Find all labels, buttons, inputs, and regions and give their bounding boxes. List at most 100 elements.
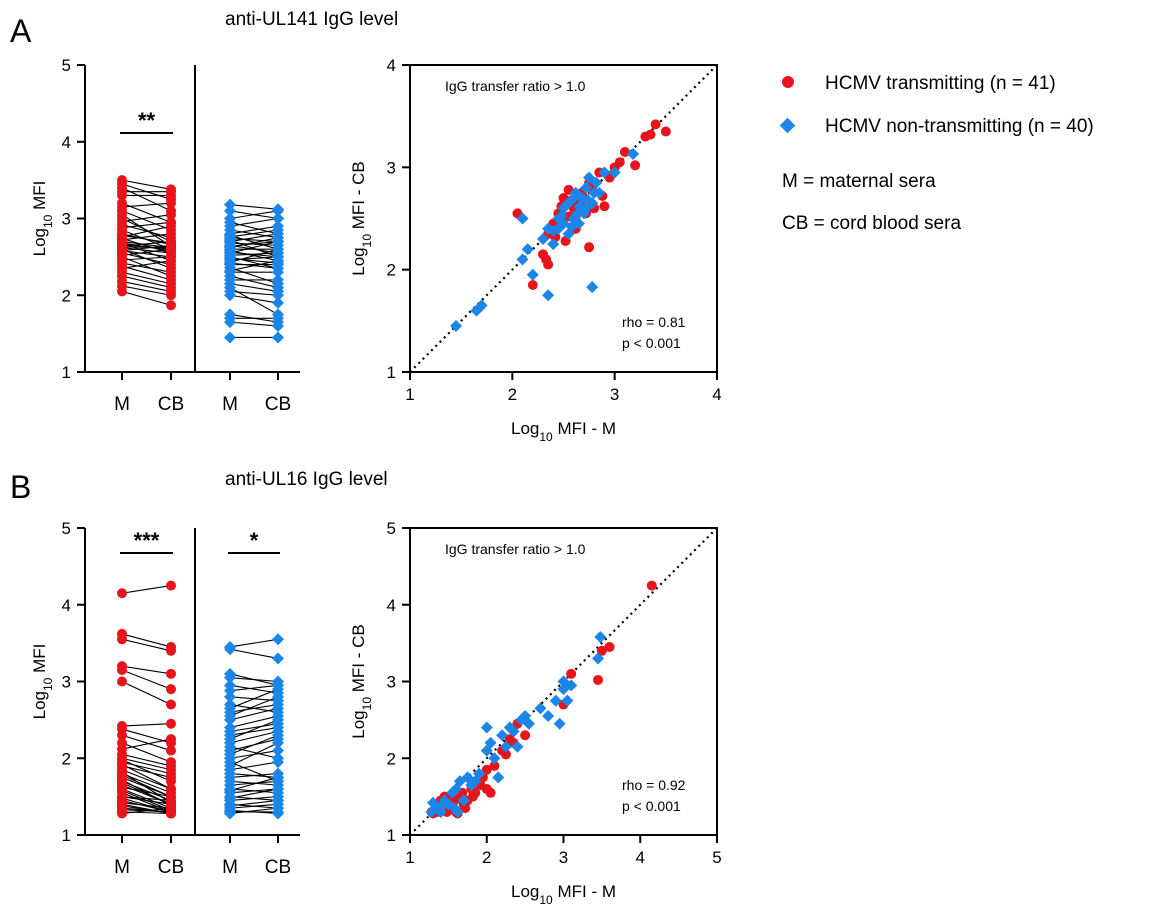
y-axis-label: Log10 MFI	[30, 181, 55, 257]
x-tick-label: 3	[610, 385, 619, 404]
pair-line	[121, 681, 172, 706]
pair-line	[229, 734, 279, 755]
data-point	[117, 634, 127, 645]
data-point	[515, 713, 528, 726]
data-point	[166, 734, 176, 745]
x-category-label: M	[114, 394, 130, 415]
pair-line	[229, 799, 279, 807]
pair-line	[121, 224, 172, 239]
data-point	[608, 166, 621, 179]
data-point	[481, 764, 492, 775]
x-tick-label: 1	[405, 385, 414, 404]
pair-line	[121, 809, 172, 813]
data-point	[117, 238, 127, 249]
data-point	[516, 253, 529, 266]
data-point	[526, 268, 539, 281]
data-point	[660, 126, 671, 137]
data-point	[271, 744, 285, 757]
pair-line	[229, 275, 279, 289]
data-point	[496, 729, 509, 742]
data-point	[166, 757, 176, 768]
data-point	[223, 748, 237, 761]
data-point	[627, 148, 640, 161]
y-tick-label: 5	[62, 56, 71, 75]
legend-label-transmitting: HCMV transmitting (n = 41)	[825, 73, 1056, 94]
data-point	[557, 217, 570, 230]
plot-frame	[409, 64, 718, 373]
significance-label: *	[250, 528, 259, 553]
data-point	[271, 633, 285, 646]
pair-line	[229, 217, 279, 227]
pair-line	[121, 250, 172, 258]
data-point	[467, 791, 478, 802]
y-tick-label: 1	[387, 826, 396, 845]
data-point	[507, 725, 520, 738]
data-point	[511, 740, 524, 753]
data-point	[223, 240, 237, 253]
data-point	[599, 201, 610, 212]
data-point	[271, 652, 285, 665]
data-point	[271, 203, 285, 216]
data-point	[166, 645, 176, 656]
pair-line	[121, 665, 172, 675]
pair-line	[121, 753, 172, 767]
pair-line	[121, 260, 172, 269]
pair-line	[121, 285, 172, 296]
data-point	[117, 754, 127, 765]
pair-line	[121, 214, 172, 247]
data-point	[223, 710, 237, 723]
pair-line	[121, 290, 172, 306]
pair-line	[229, 727, 279, 736]
x-tick-label: 3	[559, 848, 568, 867]
data-point	[223, 246, 237, 259]
pair-line	[229, 210, 279, 220]
y-tick-label: 2	[62, 749, 71, 768]
data-point	[223, 733, 237, 746]
pair-line	[229, 788, 279, 794]
data-point	[520, 730, 531, 741]
data-point	[571, 207, 584, 220]
data-point	[166, 668, 176, 679]
data-point	[271, 782, 285, 795]
pair-line	[229, 677, 279, 683]
pair-line	[121, 271, 172, 285]
data-point	[598, 166, 611, 179]
significance-label: ***	[134, 528, 160, 553]
data-point	[534, 702, 547, 715]
pair-line	[121, 805, 172, 815]
data-point	[480, 721, 493, 734]
data-point	[166, 205, 176, 216]
data-point	[271, 794, 285, 807]
pair-line	[121, 723, 172, 727]
pair-line	[121, 585, 172, 594]
data-point	[117, 730, 127, 741]
data-point	[117, 737, 127, 748]
pair-line	[229, 776, 279, 792]
pair-line	[229, 229, 279, 239]
data-point	[117, 777, 127, 788]
pair-line	[229, 773, 279, 778]
data-point	[543, 259, 554, 270]
pair-line	[121, 769, 172, 790]
data-point	[584, 242, 595, 253]
data-point	[542, 289, 555, 302]
y-tick-label: 5	[387, 519, 396, 538]
panel-b-title: anti-UL16 IgG level	[225, 469, 388, 490]
data-point	[223, 671, 237, 684]
x-category-label: M	[114, 857, 130, 878]
transfer-ratio-annotation: IgG transfer ratio > 1.0	[445, 78, 586, 94]
x-category-label: M	[222, 857, 238, 878]
data-point	[166, 699, 176, 710]
data-point	[593, 674, 604, 685]
transfer-ratio-annotation: IgG transfer ratio > 1.0	[445, 541, 586, 557]
pair-line	[229, 723, 279, 732]
pair-line	[229, 250, 279, 262]
y-tick-label: 4	[387, 596, 396, 615]
pair-line	[229, 240, 279, 247]
data-point	[166, 245, 176, 256]
pair-line	[121, 761, 172, 775]
data-point	[271, 729, 285, 742]
data-point	[547, 224, 560, 237]
pair-line	[229, 239, 279, 258]
pair-line	[121, 247, 172, 254]
